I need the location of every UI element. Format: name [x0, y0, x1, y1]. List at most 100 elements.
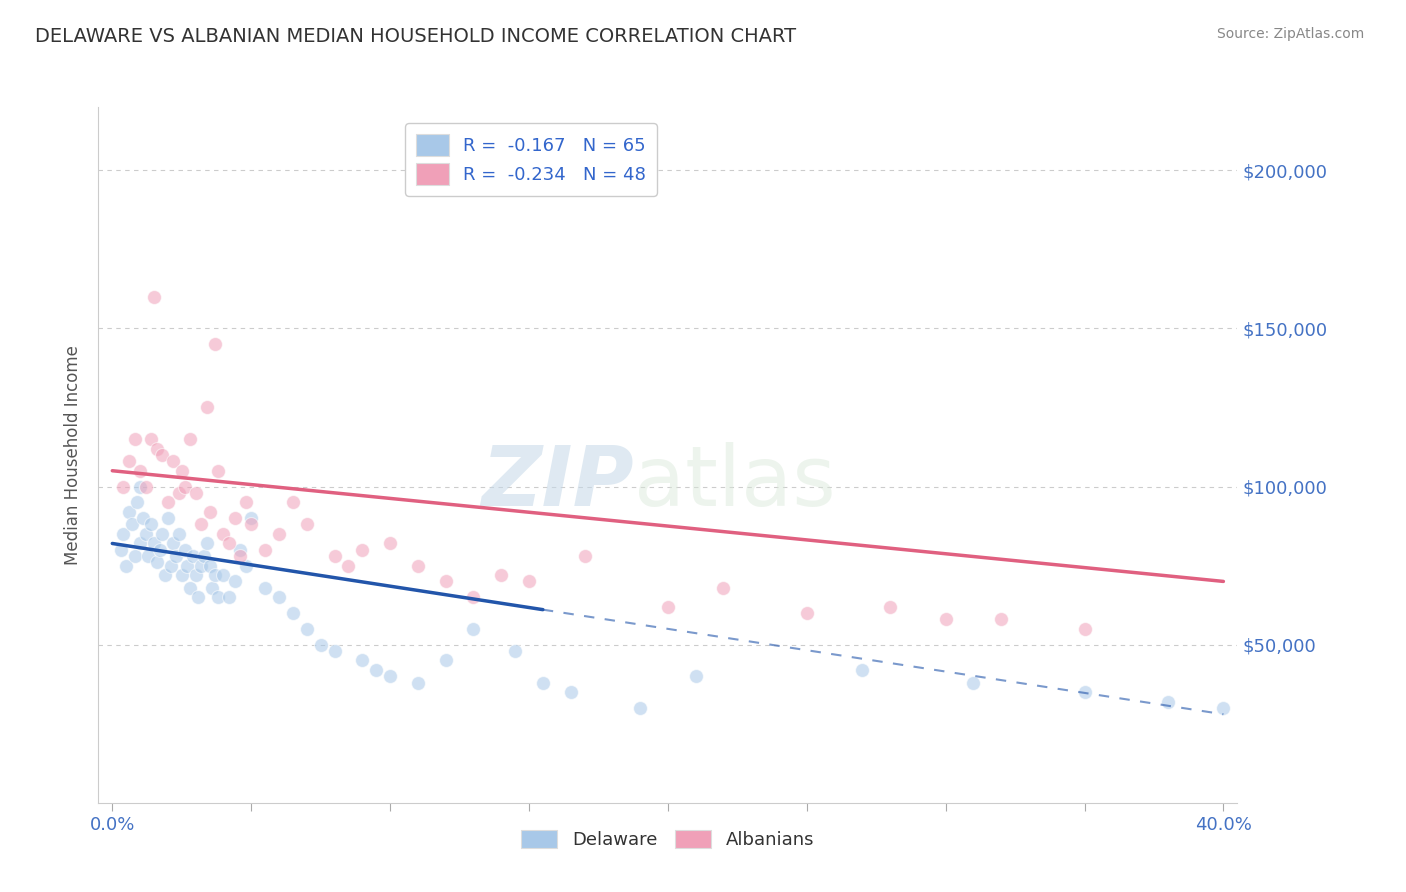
- Point: [218, 591, 240, 605]
- Point: [224, 574, 246, 589]
- Point: [935, 612, 957, 626]
- Point: [176, 558, 198, 573]
- Point: [406, 675, 429, 690]
- Point: [198, 558, 221, 573]
- Point: [1157, 695, 1180, 709]
- Point: [267, 527, 290, 541]
- Point: [254, 542, 277, 557]
- Point: [190, 558, 212, 573]
- Point: [179, 432, 201, 446]
- Point: [145, 442, 167, 456]
- Point: [204, 568, 226, 582]
- Point: [138, 549, 160, 563]
- Point: [267, 591, 290, 605]
- Point: [366, 663, 388, 677]
- Point: [240, 517, 263, 532]
- Point: [713, 581, 735, 595]
- Point: [240, 511, 263, 525]
- Point: [135, 479, 157, 493]
- Point: [190, 517, 212, 532]
- Point: [156, 511, 179, 525]
- Point: [378, 669, 401, 683]
- Point: [628, 701, 651, 715]
- Point: [851, 663, 873, 677]
- Point: [229, 549, 252, 563]
- Point: [560, 685, 582, 699]
- Point: [657, 599, 679, 614]
- Point: [162, 454, 184, 468]
- Point: [224, 511, 246, 525]
- Point: [229, 542, 252, 557]
- Point: [281, 606, 304, 620]
- Point: [503, 644, 526, 658]
- Point: [150, 448, 173, 462]
- Point: [118, 505, 141, 519]
- Point: [129, 464, 152, 478]
- Point: [184, 568, 207, 582]
- Point: [434, 574, 457, 589]
- Point: [121, 517, 143, 532]
- Point: [990, 612, 1012, 626]
- Point: [281, 495, 304, 509]
- Point: [235, 558, 257, 573]
- Point: [879, 599, 901, 614]
- Point: [143, 290, 166, 304]
- Point: [195, 536, 218, 550]
- Point: [207, 591, 229, 605]
- Point: [118, 454, 141, 468]
- Point: [173, 542, 195, 557]
- Point: [434, 653, 457, 667]
- Point: [207, 464, 229, 478]
- Point: [218, 536, 240, 550]
- Point: [309, 638, 332, 652]
- Point: [463, 622, 485, 636]
- Point: [135, 527, 157, 541]
- Point: [181, 549, 204, 563]
- Point: [170, 568, 193, 582]
- Point: [170, 464, 193, 478]
- Point: [796, 606, 818, 620]
- Legend: Delaware, Albanians: Delaware, Albanians: [515, 822, 821, 856]
- Point: [193, 549, 215, 563]
- Point: [148, 542, 170, 557]
- Y-axis label: Median Household Income: Median Household Income: [65, 345, 83, 565]
- Point: [1073, 685, 1095, 699]
- Point: [685, 669, 707, 683]
- Point: [173, 479, 195, 493]
- Point: [254, 581, 277, 595]
- Point: [198, 505, 221, 519]
- Point: [167, 527, 190, 541]
- Point: [517, 574, 540, 589]
- Point: [129, 536, 152, 550]
- Text: Source: ZipAtlas.com: Source: ZipAtlas.com: [1216, 27, 1364, 41]
- Point: [145, 556, 167, 570]
- Point: [153, 568, 176, 582]
- Point: [531, 675, 554, 690]
- Point: [165, 549, 187, 563]
- Point: [204, 337, 226, 351]
- Point: [352, 542, 374, 557]
- Point: [406, 558, 429, 573]
- Point: [323, 644, 346, 658]
- Point: [1212, 701, 1234, 715]
- Point: [184, 486, 207, 500]
- Point: [212, 568, 235, 582]
- Point: [201, 581, 224, 595]
- Point: [489, 568, 512, 582]
- Point: [115, 558, 138, 573]
- Point: [337, 558, 360, 573]
- Point: [295, 622, 318, 636]
- Point: [1073, 622, 1095, 636]
- Point: [352, 653, 374, 667]
- Point: [378, 536, 401, 550]
- Point: [574, 549, 596, 563]
- Point: [159, 558, 181, 573]
- Point: [127, 495, 149, 509]
- Point: [167, 486, 190, 500]
- Point: [156, 495, 179, 509]
- Point: [179, 581, 201, 595]
- Point: [195, 401, 218, 415]
- Point: [112, 479, 135, 493]
- Point: [187, 591, 209, 605]
- Point: [295, 517, 318, 532]
